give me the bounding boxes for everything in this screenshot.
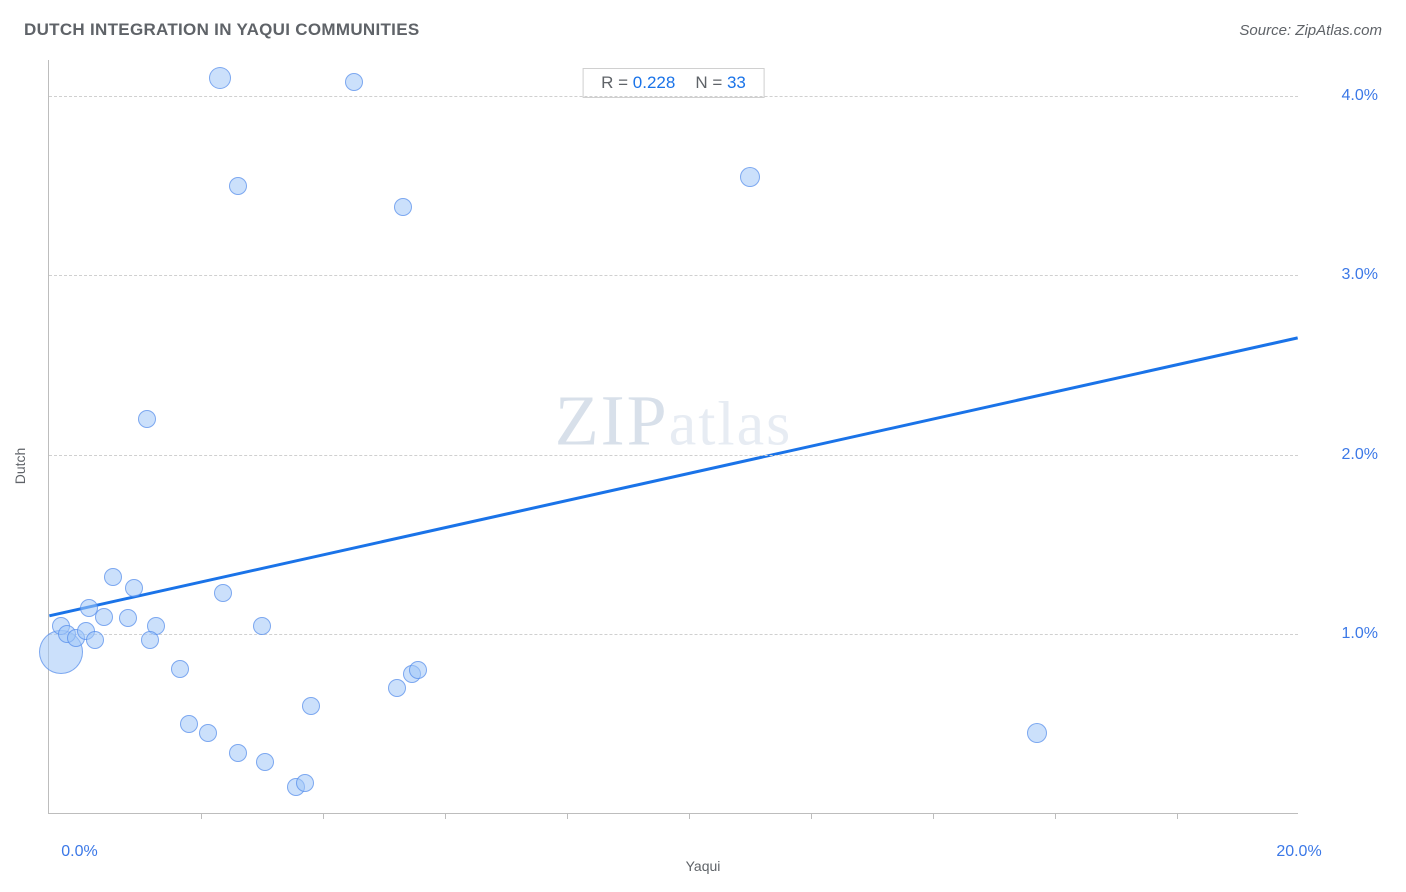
scatter-plot-area: ZIPatlas R = 0.228 N = 33 1.0%2.0%3.0%4.… bbox=[48, 60, 1298, 814]
scatter-point bbox=[229, 177, 247, 195]
x-tick bbox=[1177, 813, 1178, 819]
n-label: N = bbox=[695, 73, 727, 92]
r-stat: R = 0.228 bbox=[601, 73, 675, 93]
scatter-point bbox=[302, 697, 320, 715]
scatter-point bbox=[86, 631, 104, 649]
x-tick bbox=[445, 813, 446, 819]
scatter-point bbox=[296, 774, 314, 792]
scatter-point bbox=[214, 584, 232, 602]
scatter-point bbox=[125, 579, 143, 597]
gridline bbox=[49, 455, 1298, 456]
scatter-point bbox=[119, 609, 137, 627]
scatter-point bbox=[180, 715, 198, 733]
scatter-point bbox=[1027, 723, 1047, 743]
x-tick-label: 20.0% bbox=[1276, 843, 1321, 861]
scatter-point bbox=[229, 744, 247, 762]
scatter-point bbox=[199, 724, 217, 742]
n-stat: N = 33 bbox=[695, 73, 746, 93]
scatter-point bbox=[141, 631, 159, 649]
scatter-point bbox=[253, 617, 271, 635]
trendline-svg bbox=[49, 60, 1298, 813]
scatter-point bbox=[209, 67, 231, 89]
y-axis-label: Dutch bbox=[12, 448, 28, 485]
x-tick bbox=[1055, 813, 1056, 819]
scatter-point bbox=[138, 410, 156, 428]
scatter-point bbox=[409, 661, 427, 679]
chart-title: DUTCH INTEGRATION IN YAQUI COMMUNITIES bbox=[24, 20, 420, 40]
source-name: ZipAtlas.com bbox=[1295, 22, 1382, 39]
trendline bbox=[49, 338, 1297, 616]
x-tick bbox=[201, 813, 202, 819]
watermark-atlas: atlas bbox=[669, 391, 793, 459]
chart-header: DUTCH INTEGRATION IN YAQUI COMMUNITIES S… bbox=[24, 20, 1382, 40]
n-value: 33 bbox=[727, 73, 746, 92]
scatter-point bbox=[345, 73, 363, 91]
y-tick-label: 4.0% bbox=[1308, 87, 1378, 105]
scatter-point bbox=[104, 568, 122, 586]
y-tick-label: 1.0% bbox=[1308, 625, 1378, 643]
scatter-point bbox=[394, 198, 412, 216]
gridline bbox=[49, 634, 1298, 635]
scatter-point bbox=[388, 679, 406, 697]
x-tick bbox=[567, 813, 568, 819]
watermark-zip: ZIP bbox=[555, 381, 669, 461]
y-tick-label: 3.0% bbox=[1308, 266, 1378, 284]
x-tick bbox=[323, 813, 324, 819]
watermark-text: ZIPatlas bbox=[555, 380, 793, 463]
x-axis-label: Yaqui bbox=[686, 858, 721, 874]
scatter-point bbox=[256, 753, 274, 771]
x-tick bbox=[811, 813, 812, 819]
x-tick-label: 0.0% bbox=[61, 843, 97, 861]
scatter-point bbox=[95, 608, 113, 626]
x-tick bbox=[689, 813, 690, 819]
gridline bbox=[49, 96, 1298, 97]
r-label: R = bbox=[601, 73, 633, 92]
y-tick-label: 2.0% bbox=[1308, 446, 1378, 464]
gridline bbox=[49, 275, 1298, 276]
r-value: 0.228 bbox=[633, 73, 676, 92]
chart-container: Dutch ZIPatlas R = 0.228 N = 33 1.0%2.0%… bbox=[0, 56, 1406, 876]
x-tick bbox=[933, 813, 934, 819]
source-prefix: Source: bbox=[1239, 22, 1295, 39]
stats-box: R = 0.228 N = 33 bbox=[582, 68, 765, 98]
source-attribution: Source: ZipAtlas.com bbox=[1239, 22, 1382, 39]
scatter-point bbox=[740, 167, 760, 187]
scatter-point bbox=[171, 660, 189, 678]
